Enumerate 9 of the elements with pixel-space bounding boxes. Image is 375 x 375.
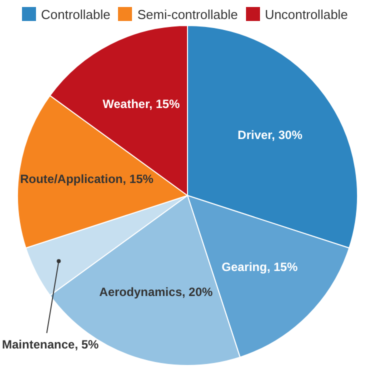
text: Semi-controllable [137, 6, 238, 22]
slice-label: Aerodynamics, 20% [99, 284, 213, 299]
slice-label: Route/Application, 15% [20, 172, 154, 186]
slice-label: Gearing, 15% [222, 260, 298, 274]
slice-label: Driver, 30% [238, 128, 303, 142]
slice-label: Weather, 15% [102, 96, 180, 111]
slice-label: Maintenance, 5% [2, 337, 100, 352]
text: Controllable [41, 6, 110, 22]
text: Uncontrollable [264, 6, 348, 22]
